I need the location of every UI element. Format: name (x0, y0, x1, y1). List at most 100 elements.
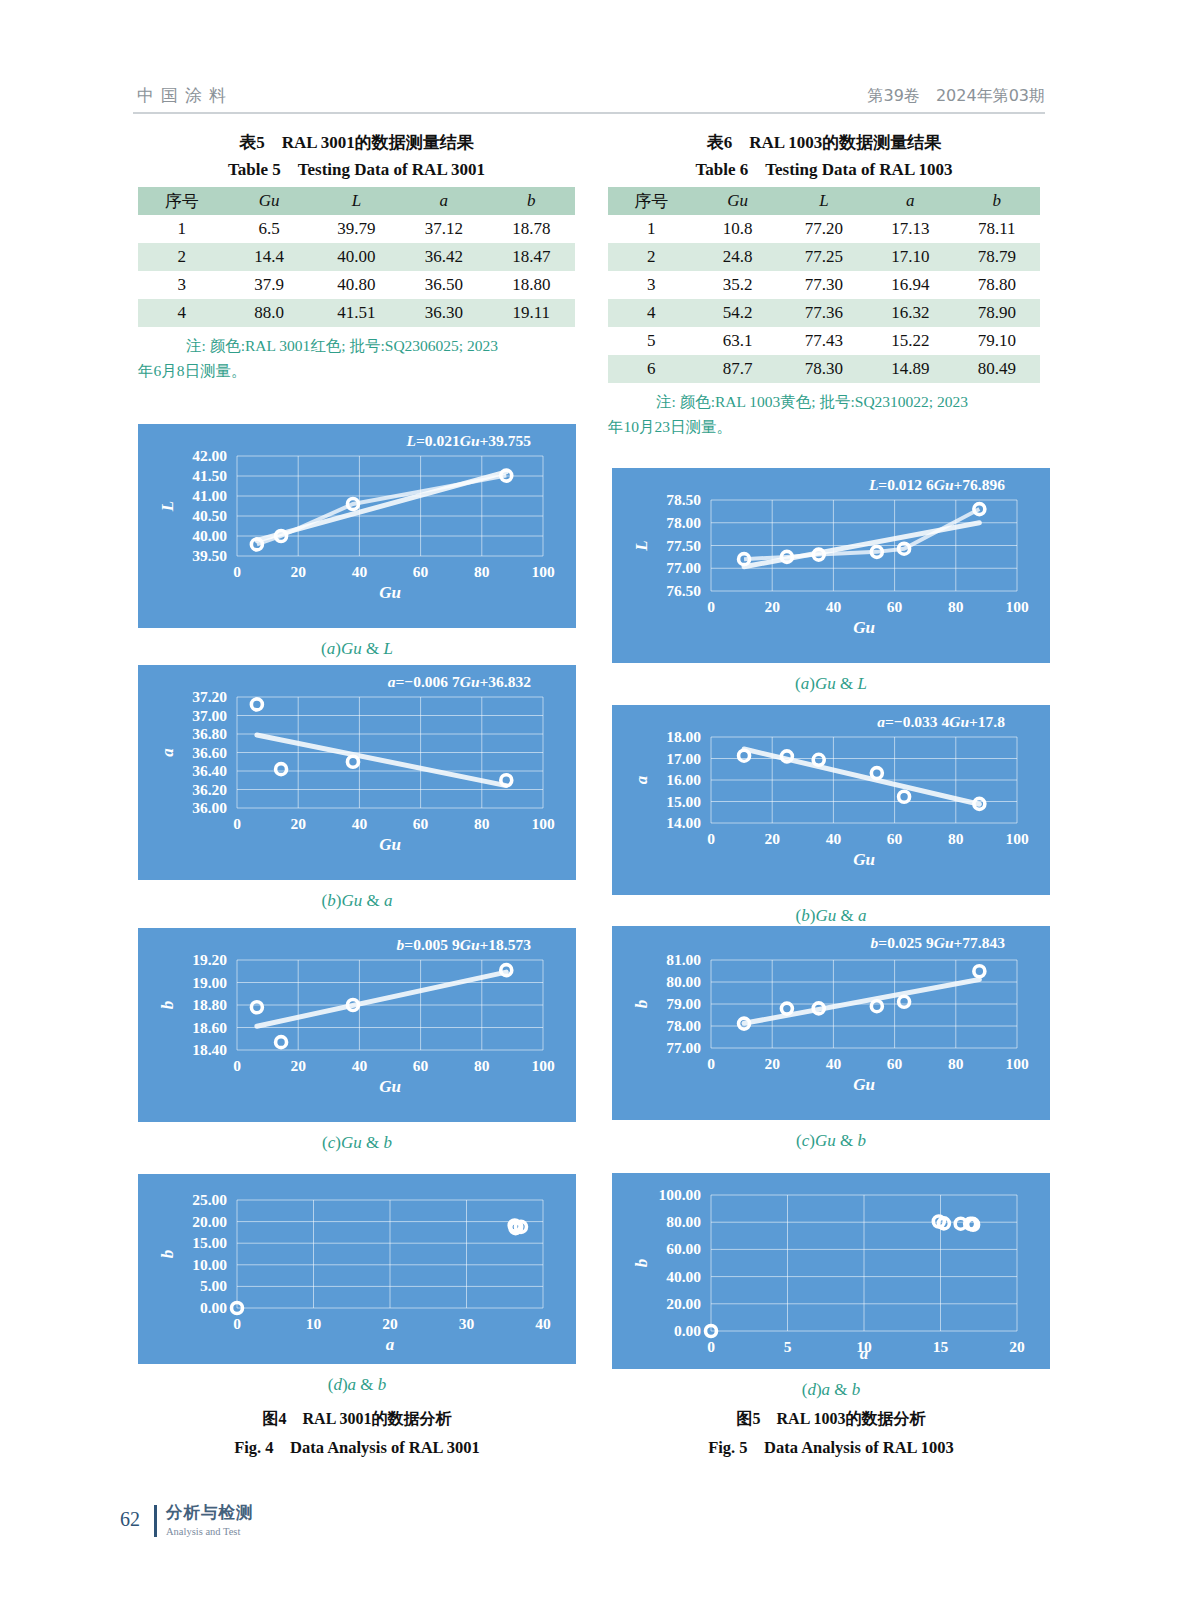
svg-text:Gu: Gu (379, 835, 401, 854)
svg-text:18.60: 18.60 (192, 1019, 227, 1036)
journal-name: 中国涂料 (137, 84, 233, 107)
fig5-caption-en: Fig. 5 Data Analysis of RAL 1003 (612, 1437, 1050, 1459)
svg-text:a=−0.033 4Gu+17.8: a=−0.033 4Gu+17.8 (877, 713, 1005, 730)
svg-text:81.00: 81.00 (666, 951, 701, 968)
issue-info: 第39卷 2024年第03期 (868, 86, 1045, 107)
svg-text:0: 0 (707, 830, 715, 847)
svg-text:100.00: 100.00 (658, 1186, 701, 1203)
svg-text:41.00: 41.00 (192, 487, 227, 504)
svg-text:0: 0 (707, 598, 715, 615)
svg-text:10: 10 (306, 1315, 322, 1332)
svg-text:19.00: 19.00 (192, 974, 227, 991)
svg-text:0: 0 (707, 1055, 715, 1072)
svg-text:36.40: 36.40 (192, 762, 227, 779)
svg-text:20: 20 (764, 1055, 780, 1072)
table5: 序号GuLab16.539.7937.1218.78214.440.0036.4… (138, 187, 575, 327)
fig4-caption-cn: 图4 RAL 3001的数据分析 (138, 1409, 576, 1430)
chart-fig5-gu-b-caption: (c)Gu & b (612, 1131, 1050, 1151)
page-footer: 62 分析与检测 Analysis and Test (120, 1502, 254, 1537)
svg-text:100: 100 (1005, 830, 1029, 847)
svg-text:60: 60 (887, 598, 903, 615)
svg-text:36.80: 36.80 (192, 725, 227, 742)
svg-text:0: 0 (233, 815, 241, 832)
chart-fig5-a-b: 051015200.0020.0040.0060.0080.00100.00ab (612, 1173, 1050, 1369)
svg-text:80.00: 80.00 (666, 973, 701, 990)
svg-text:a: a (386, 1335, 395, 1354)
svg-text:0.00: 0.00 (674, 1322, 701, 1339)
svg-text:20: 20 (290, 563, 306, 580)
col-header: L (781, 187, 867, 215)
svg-text:77.00: 77.00 (666, 1039, 701, 1056)
svg-text:L: L (158, 501, 177, 512)
svg-text:14.00: 14.00 (666, 814, 701, 831)
table6-title-en: Table 6 Testing Data of RAL 1003 (608, 158, 1040, 181)
svg-text:37.00: 37.00 (192, 707, 227, 724)
table5-note: 注: 颜色:RAL 3001红色; 批号:SQ2306025; 2023年6月8… (138, 333, 575, 383)
svg-text:Gu: Gu (379, 583, 401, 602)
svg-text:60: 60 (413, 563, 429, 580)
svg-text:0: 0 (233, 1057, 241, 1074)
svg-text:0.00: 0.00 (200, 1299, 227, 1316)
svg-text:a: a (860, 1344, 869, 1363)
chart-fig5-gu-a: 02040608010014.0015.0016.0017.0018.00Gua… (612, 705, 1050, 895)
table-row: 214.440.0036.4218.47 (138, 243, 575, 271)
table5-block: 表5 RAL 3001的数据测量结果 Table 5 Testing Data … (138, 131, 575, 383)
table-row: 454.277.3616.3278.90 (608, 299, 1040, 327)
chart-fig4-gu-a: 02040608010036.0036.2036.4036.6036.8037.… (138, 665, 576, 880)
svg-text:Gu: Gu (379, 1077, 401, 1096)
svg-text:15: 15 (933, 1338, 949, 1355)
chart-fig5-gu-b: 02040608010077.0078.0079.0080.0081.00Gub… (612, 926, 1050, 1120)
svg-text:80.00: 80.00 (666, 1213, 701, 1230)
svg-text:20: 20 (764, 598, 780, 615)
chart-fig4-a-b-caption: (d)a & b (138, 1375, 576, 1395)
chart-fig5-gu-l-caption: (a)Gu & L (612, 674, 1050, 694)
table6-title-cn: 表6 RAL 1003的数据测量结果 (608, 131, 1040, 154)
svg-text:78.00: 78.00 (666, 1017, 701, 1034)
svg-text:100: 100 (1005, 1055, 1029, 1072)
table-row: 335.277.3016.9478.80 (608, 271, 1040, 299)
svg-text:5: 5 (784, 1338, 792, 1355)
svg-text:40.00: 40.00 (192, 527, 227, 544)
svg-text:a: a (158, 748, 177, 757)
svg-text:0: 0 (707, 1338, 715, 1355)
svg-text:80: 80 (948, 830, 964, 847)
header-rule (133, 112, 1045, 114)
svg-text:a: a (632, 775, 651, 784)
svg-text:60: 60 (413, 1057, 429, 1074)
svg-text:80: 80 (948, 598, 964, 615)
svg-text:40: 40 (826, 830, 842, 847)
svg-text:Gu: Gu (853, 850, 875, 869)
svg-text:40.50: 40.50 (192, 507, 227, 524)
svg-text:20: 20 (764, 830, 780, 847)
svg-text:36.20: 36.20 (192, 781, 227, 798)
chart-fig4-gu-l-caption: (a)Gu & L (138, 639, 576, 659)
svg-text:60: 60 (887, 830, 903, 847)
svg-text:36.60: 36.60 (192, 744, 227, 761)
fig4-caption-en: Fig. 4 Data Analysis of RAL 3001 (138, 1437, 576, 1459)
svg-text:80: 80 (474, 563, 490, 580)
chart-fig5-gu-a-caption: (b)Gu & a (612, 906, 1050, 926)
table-row: 16.539.7937.1218.78 (138, 215, 575, 243)
svg-text:42.00: 42.00 (192, 447, 227, 464)
svg-text:78.00: 78.00 (666, 514, 701, 531)
table6-block: 表6 RAL 1003的数据测量结果 Table 6 Testing Data … (608, 131, 1040, 439)
svg-text:79.00: 79.00 (666, 995, 701, 1012)
table-row: 687.778.3014.8980.49 (608, 355, 1040, 383)
svg-text:19.20: 19.20 (192, 951, 227, 968)
table6: 序号GuLab110.877.2017.1378.11224.877.2517.… (608, 187, 1040, 383)
chart-fig4-gu-b: 02040608010018.4018.6018.8019.0019.20Gub… (138, 928, 576, 1122)
svg-text:40.00: 40.00 (666, 1268, 701, 1285)
svg-text:b: b (632, 1000, 651, 1009)
col-header: 序号 (608, 187, 694, 215)
svg-text:a=−0.006 7Gu+36.832: a=−0.006 7Gu+36.832 (388, 673, 531, 690)
table-row: 337.940.8036.5018.80 (138, 271, 575, 299)
svg-text:20: 20 (290, 1057, 306, 1074)
svg-text:18.40: 18.40 (192, 1041, 227, 1058)
svg-text:20: 20 (382, 1315, 398, 1332)
svg-text:25.00: 25.00 (192, 1191, 227, 1208)
table6-note: 注: 颜色:RAL 1003黄色; 批号:SQ2310022; 2023年10月… (608, 389, 1040, 439)
svg-text:40: 40 (352, 1057, 368, 1074)
col-header: a (867, 187, 953, 215)
svg-text:78.50: 78.50 (666, 491, 701, 508)
svg-text:77.50: 77.50 (666, 537, 701, 554)
